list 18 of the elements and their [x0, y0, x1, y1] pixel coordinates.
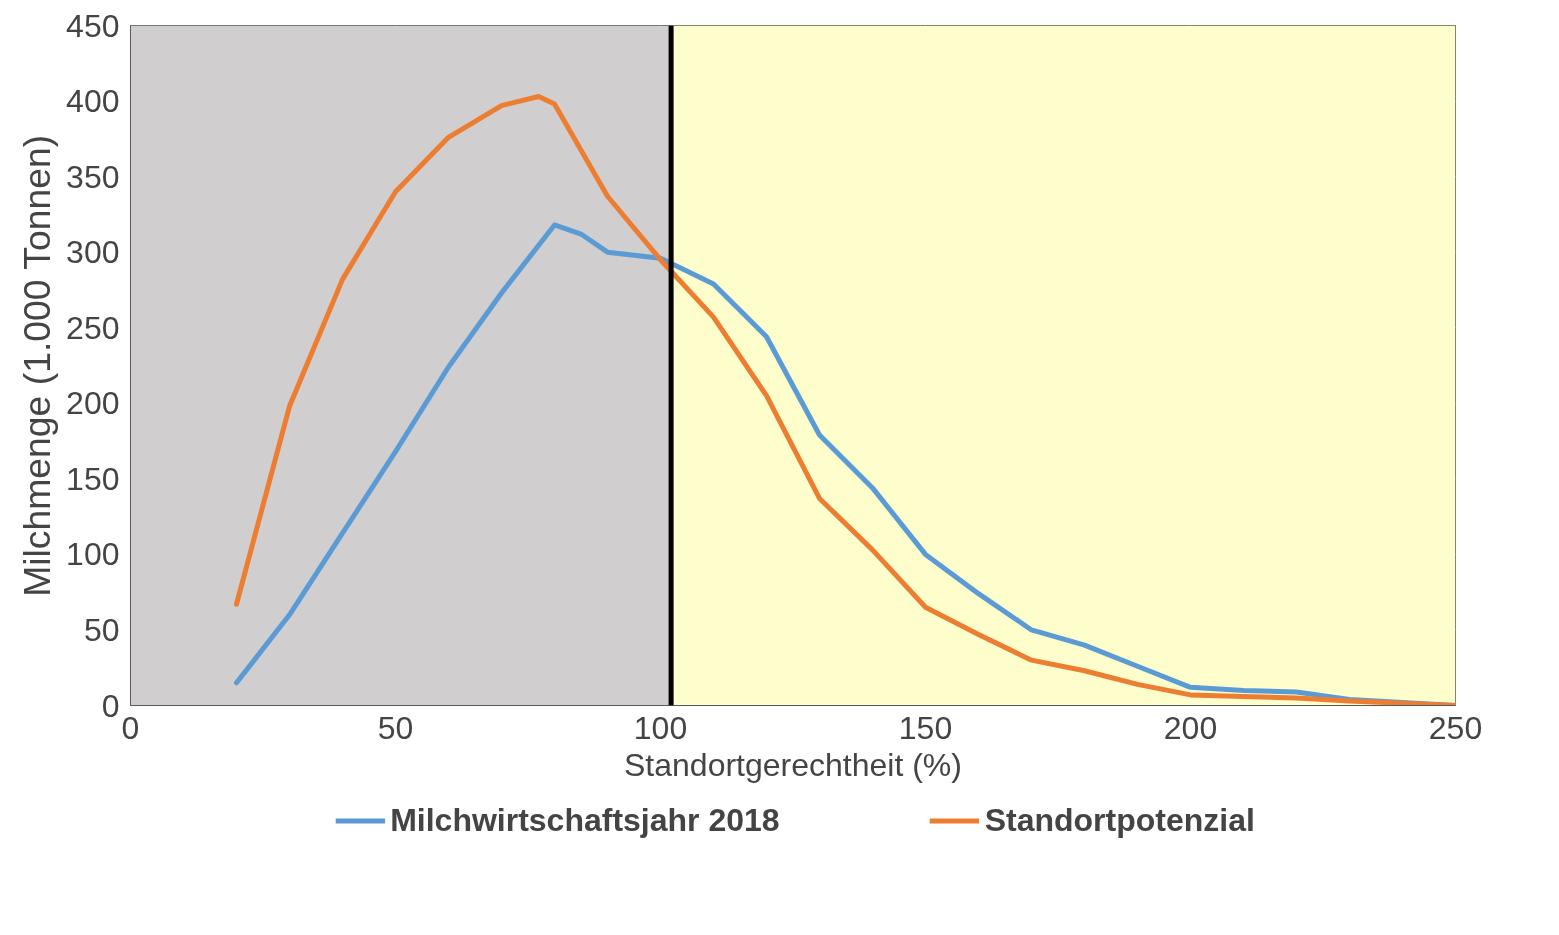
- y-tick-label: 50: [83, 611, 120, 648]
- x-tick-label: 50: [377, 709, 414, 746]
- x-tick-label: 100: [633, 709, 688, 746]
- y-tick-label: 400: [66, 83, 120, 120]
- y-tick-label: 450: [66, 7, 120, 44]
- x-tick-label: 150: [898, 709, 953, 746]
- y-tick-label: 250: [66, 309, 120, 346]
- x-tick-label: 250: [1428, 709, 1483, 746]
- x-axis-title: Standortgerechtheit (%): [624, 746, 962, 783]
- y-tick-label: 350: [66, 158, 120, 195]
- y-tick-label: 150: [66, 460, 120, 497]
- y-tick-label: 200: [66, 385, 120, 422]
- y-axis-title: Milchmenge (1.000 Tonnen): [16, 134, 59, 597]
- x-tick-label: 200: [1163, 709, 1218, 746]
- y-tick-label: 100: [66, 536, 120, 573]
- legend-label: Milchwirtschaftsjahr 2018: [390, 801, 780, 839]
- y-tick-label: 300: [66, 234, 120, 271]
- legend-label: Standortpotenzial: [984, 801, 1255, 839]
